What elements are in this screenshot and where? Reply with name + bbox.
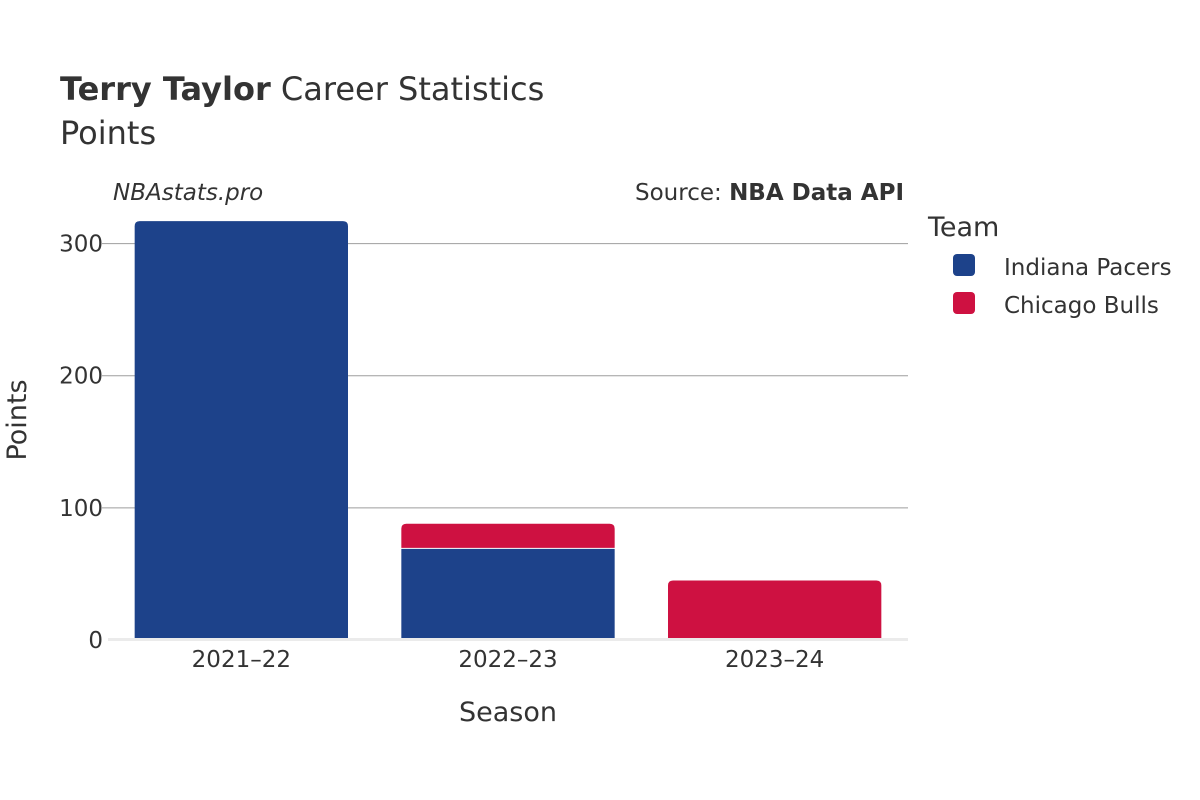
legend-swatch-chicago-bulls (953, 292, 975, 314)
x-axis-baseline (108, 638, 908, 641)
title-player: Terry Taylor (60, 70, 271, 108)
legend-item-indiana-pacers[interactable]: Indiana Pacers (953, 254, 1172, 281)
ytick-label-300: 300 (59, 232, 103, 258)
source-name: NBA Data API (729, 180, 904, 206)
xtick-label-2021-22: 2021–22 (192, 647, 291, 673)
x-axis-title: Season (459, 697, 557, 728)
legend-title: Team (927, 212, 999, 243)
title-rest: Career Statistics (271, 70, 545, 108)
xtick-label-2023-24: 2023–24 (725, 647, 824, 673)
source-prefix: Source: (635, 180, 729, 206)
ytick-label-100: 100 (59, 496, 103, 522)
bars (134, 221, 882, 640)
watermark: NBAstats.pro (113, 180, 263, 206)
bar-2021-22-indiana-pacers[interactable] (134, 221, 348, 640)
ytick-label-200: 200 (59, 364, 103, 390)
legend-label-indiana-pacers: Indiana Pacers (1004, 255, 1172, 281)
bar-2022-23-chicago-bulls[interactable] (401, 523, 615, 548)
legend-item-chicago-bulls[interactable]: Chicago Bulls (953, 292, 1159, 319)
x-ticks: 2021–22 2022–23 2023–24 (192, 647, 825, 673)
legend-label-chicago-bulls: Chicago Bulls (1004, 293, 1159, 319)
legend: Team Indiana Pacers Chicago Bulls (927, 212, 1172, 319)
y-axis-title: Points (2, 379, 33, 460)
source-credit: Source: NBA Data API (635, 180, 904, 206)
xtick-label-2022-23: 2022–23 (458, 647, 557, 673)
legend-swatch-indiana-pacers (953, 254, 975, 276)
chart-subtitle: Points (60, 114, 156, 152)
ytick-label-0: 0 (88, 628, 103, 654)
y-ticks: 0 100 200 300 (59, 232, 108, 654)
chart-title: Terry Taylor Career Statistics (60, 70, 544, 108)
bar-2022-23-indiana-pacers[interactable] (401, 548, 615, 640)
bar-2023-24-chicago-bulls[interactable] (668, 580, 882, 640)
